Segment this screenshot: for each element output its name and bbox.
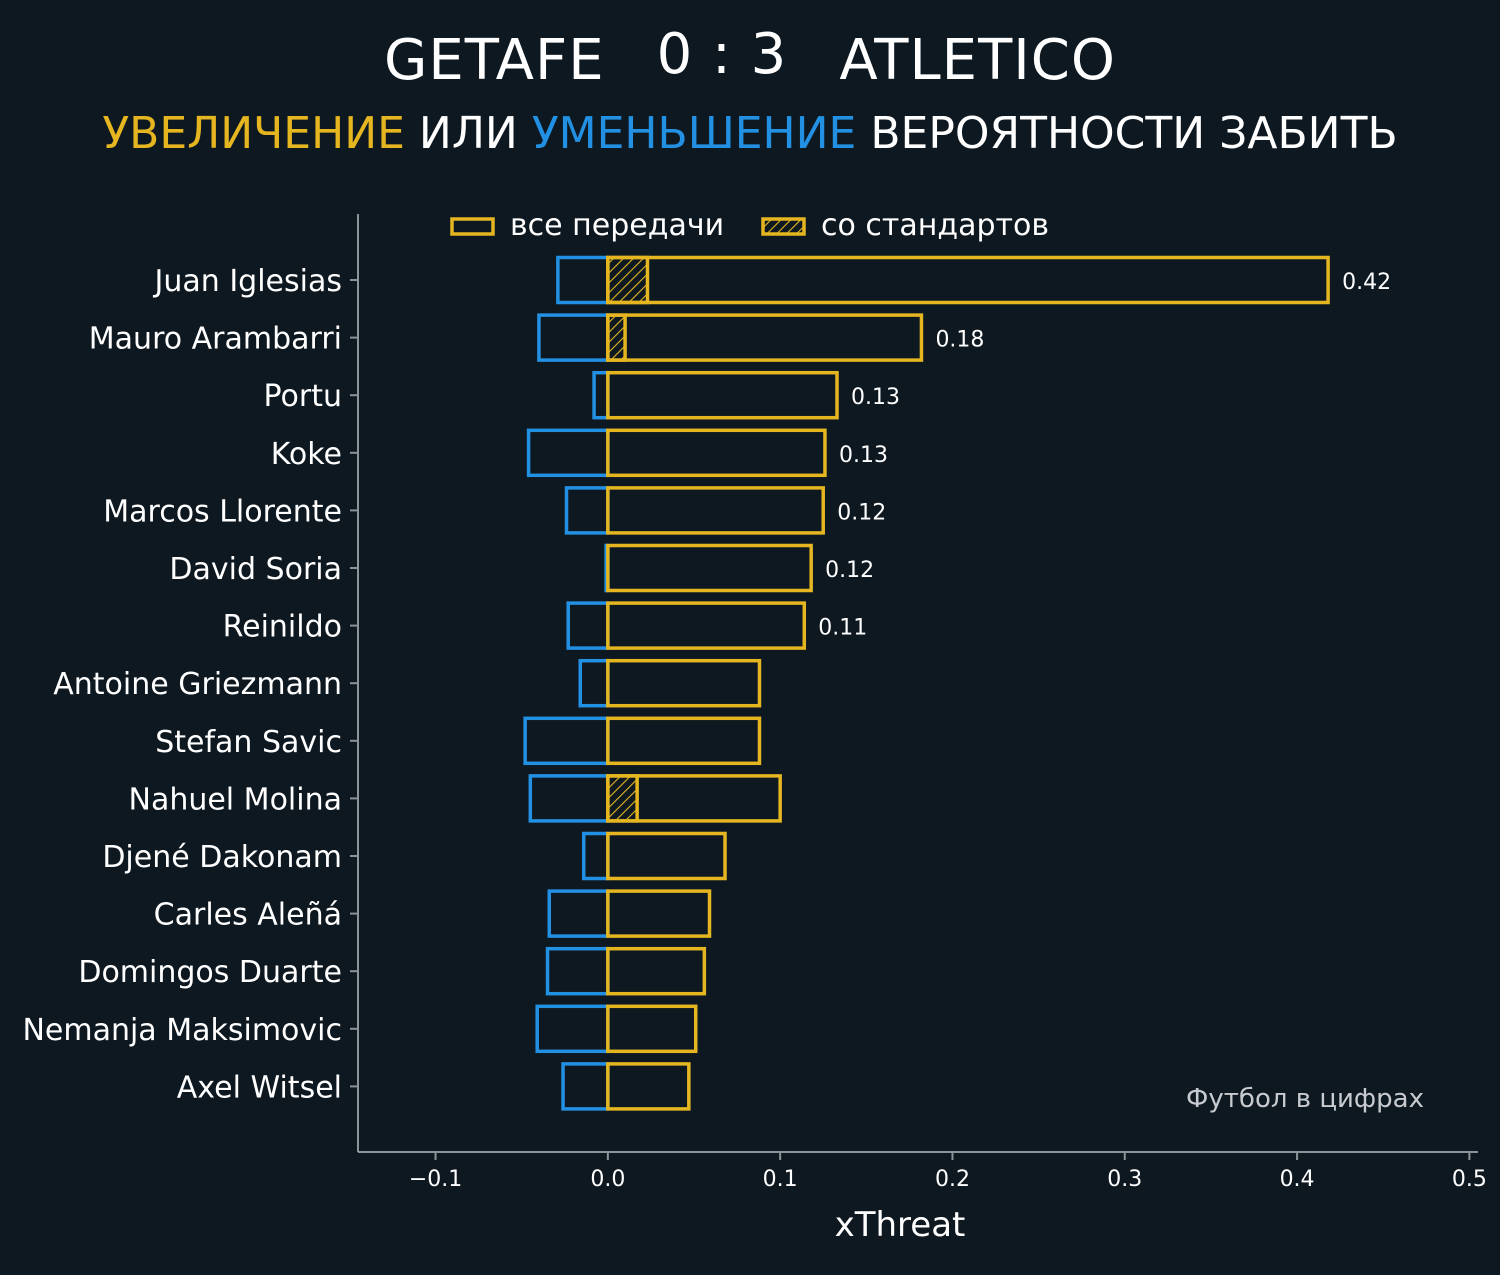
x-tick-label: −0.1 <box>409 1167 462 1192</box>
decrease-bar <box>592 370 610 420</box>
y-tick-label: Juan Iglesias <box>153 264 342 299</box>
value-label: 0.12 <box>837 500 886 525</box>
increase-bar <box>606 601 807 650</box>
y-tick-label: Axel Witsel <box>177 1070 342 1105</box>
y-tick-label: Domingos Duarte <box>78 955 342 990</box>
set-piece-bar <box>606 313 627 362</box>
increase-bar <box>606 658 762 708</box>
increase-bar <box>606 428 827 478</box>
x-tick-label: 0.5 <box>1452 1167 1487 1192</box>
legend-label-set-pieces: со стандартов <box>821 208 1049 243</box>
increase-bar <box>606 946 707 996</box>
increase-bar <box>606 831 727 881</box>
home-team: GETAFE <box>384 28 605 93</box>
value-label: 0.12 <box>825 558 874 583</box>
y-tick-label: Stefan Savic <box>155 725 342 760</box>
value-label: 0.42 <box>1342 270 1391 295</box>
legend: все передачи со стандартов <box>450 208 1049 243</box>
decrease-bar <box>535 1004 610 1054</box>
value-label: 0.13 <box>851 385 900 410</box>
set-piece-bar <box>606 255 650 305</box>
y-tick-label: Reinildo <box>223 610 342 645</box>
x-tick-label: 0.1 <box>763 1167 798 1192</box>
x-tick-label: 0.0 <box>590 1167 625 1192</box>
x-tick-label: 0.3 <box>1107 1167 1142 1192</box>
decrease-bar <box>566 601 610 650</box>
decrease-bar <box>523 716 610 766</box>
decrease-bar <box>556 255 610 305</box>
subtitle-decrease: УМЕНЬШЕНИЕ <box>531 108 857 159</box>
y-tick-label: Nahuel Molina <box>129 782 343 817</box>
set-piece-bar <box>606 774 639 823</box>
increase-bar <box>606 313 924 362</box>
increase-bar <box>606 1004 698 1054</box>
decrease-bar <box>547 889 610 938</box>
bars-layer: 0.42 0.18 0.13 0.13 0.12 0.12 0.11 <box>523 255 1391 1111</box>
subtitle-rest: ВЕРОЯТНОСТИ ЗАБИТЬ <box>870 108 1398 159</box>
x-tick-label: 0.4 <box>1280 1167 1315 1192</box>
legend-swatch-set-pieces <box>761 217 806 236</box>
subtitle-increase: УВЕЛИЧЕНИЕ <box>102 108 405 159</box>
value-label: 0.13 <box>839 443 888 468</box>
x-tick-label: 0.2 <box>935 1167 970 1192</box>
increase-bar <box>606 1062 691 1111</box>
y-tick-label: Djené Dakonam <box>102 840 342 875</box>
y-tick-label: Nemanja Maksimovic <box>22 1013 342 1048</box>
increase-bar <box>606 255 1330 305</box>
y-tick-label: Carles Aleñá <box>154 898 342 933</box>
y-tick-label: Marcos Llorente <box>103 494 342 529</box>
value-label: 0.11 <box>818 616 867 641</box>
decrease-bar <box>561 1062 610 1111</box>
decrease-bar <box>578 658 610 708</box>
y-tick-label: Koke <box>271 437 342 472</box>
value-label: 0.18 <box>935 328 984 353</box>
increase-bar <box>606 774 782 823</box>
increase-bar <box>606 889 712 938</box>
decrease-bar <box>581 831 610 881</box>
increase-bar <box>606 370 839 420</box>
subtitle-or: ИЛИ <box>418 108 518 159</box>
decrease-bar <box>545 946 610 996</box>
x-axis-label: xThreat <box>835 1205 966 1245</box>
chart-subtitle: УВЕЛИЧЕНИЕ ИЛИ УМЕНЬШЕНИЕ ВЕРОЯТНОСТИ ЗА… <box>0 108 1500 159</box>
decrease-bar <box>564 486 610 535</box>
increase-bar <box>606 486 825 535</box>
y-tick-label: Portu <box>264 379 343 414</box>
axes-layer: Juan Iglesias Mauro Arambarri Portu Koke Mar… <box>22 214 1487 1192</box>
decrease-bar <box>528 774 610 823</box>
decrease-bar <box>526 428 610 478</box>
match-title: GETAFE 0 : 3 ATLETICO <box>0 22 1500 93</box>
credit-text: Футбол в цифрах <box>1186 1084 1424 1114</box>
legend-swatch-all-passes <box>450 217 495 236</box>
match-score: 0 : 3 <box>656 22 788 87</box>
y-tick-label: David Soria <box>169 552 342 587</box>
increase-bar <box>606 716 762 766</box>
y-tick-label: Antoine Griezmann <box>53 667 342 702</box>
increase-bar <box>606 543 813 593</box>
away-team: ATLETICO <box>839 28 1116 93</box>
y-tick-label: Mauro Arambarri <box>89 322 342 357</box>
legend-label-all-passes: все передачи <box>510 208 724 243</box>
decrease-bar <box>537 313 610 362</box>
